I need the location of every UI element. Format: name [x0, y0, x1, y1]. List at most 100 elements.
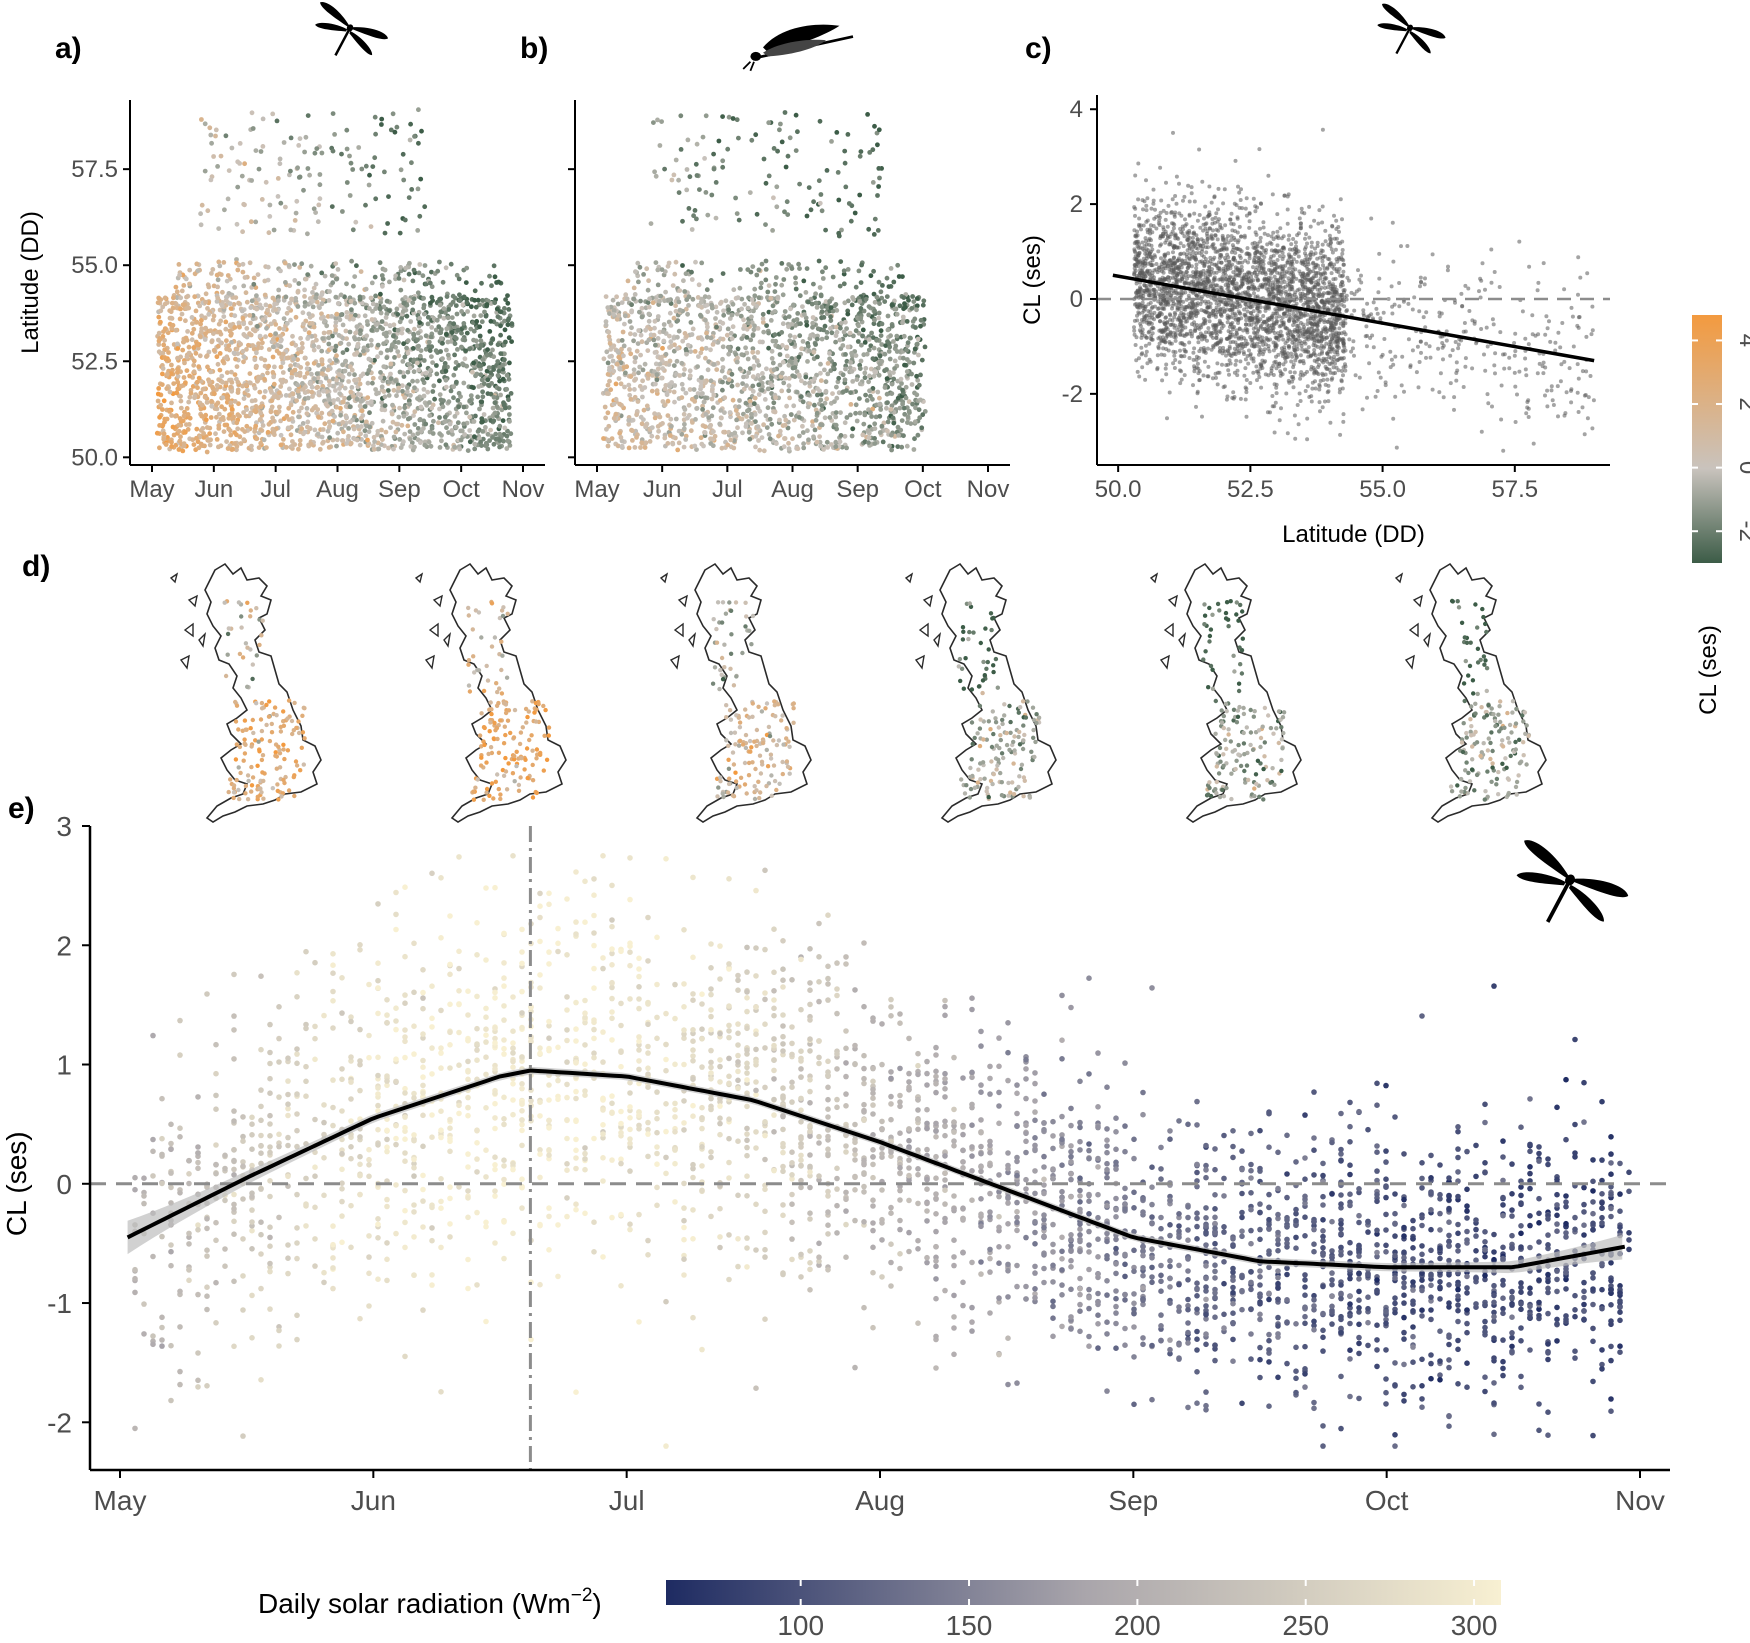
data-point — [698, 435, 704, 441]
data-point — [192, 294, 198, 300]
data-point — [764, 323, 769, 328]
data-point — [651, 337, 657, 343]
data-point — [359, 424, 364, 429]
data-point — [804, 266, 810, 271]
data-point — [1369, 216, 1374, 221]
data-point — [619, 443, 625, 449]
data-point — [261, 437, 267, 443]
data-point — [841, 329, 847, 335]
data-point — [845, 132, 851, 137]
data-point — [796, 261, 801, 267]
data-point — [455, 347, 460, 352]
data-point — [502, 327, 508, 333]
data-point — [378, 350, 384, 356]
data-point — [768, 375, 774, 381]
data-point — [889, 323, 895, 329]
data-point — [870, 180, 876, 185]
data-point — [661, 338, 667, 344]
data-point — [327, 423, 333, 429]
data-point — [626, 445, 632, 451]
data-point — [1412, 295, 1417, 300]
data-point — [739, 336, 745, 342]
data-point — [773, 395, 778, 401]
data-point — [283, 393, 289, 398]
data-point — [178, 295, 184, 301]
data-point — [288, 168, 293, 174]
data-point — [472, 434, 477, 440]
panel-a-letter: a) — [55, 32, 82, 65]
data-point — [189, 315, 195, 320]
data-point — [720, 320, 726, 326]
data-point — [762, 397, 768, 402]
data-point — [441, 306, 447, 311]
data-point — [834, 384, 839, 390]
data-point — [919, 357, 925, 363]
data-point — [679, 395, 685, 400]
data-point — [857, 366, 863, 371]
data-point — [227, 412, 232, 418]
data-point — [242, 202, 247, 208]
data-point — [702, 156, 707, 161]
data-point — [448, 388, 454, 394]
data-point — [416, 140, 421, 146]
data-point — [685, 311, 690, 317]
data-point — [644, 266, 650, 272]
data-point — [382, 267, 388, 273]
data-point — [412, 422, 418, 427]
data-point — [434, 317, 440, 323]
data-point — [710, 443, 716, 449]
data-point — [464, 363, 470, 369]
data-point — [676, 428, 682, 434]
data-point — [780, 292, 786, 298]
data-point — [703, 317, 708, 323]
data-point — [853, 284, 859, 290]
data-point — [770, 338, 776, 344]
data-point — [457, 446, 463, 452]
data-point — [194, 379, 200, 385]
data-point — [235, 159, 241, 165]
data-point — [605, 410, 611, 416]
data-point — [421, 311, 427, 317]
x-tick-label: Jun — [643, 476, 682, 503]
data-point — [735, 295, 741, 300]
data-point — [913, 325, 918, 330]
data-point — [229, 380, 235, 385]
data-point — [776, 344, 782, 350]
data-point — [867, 150, 873, 155]
data-point — [458, 437, 464, 443]
data-point — [443, 384, 449, 390]
data-point — [818, 397, 824, 403]
data-point — [208, 132, 214, 138]
data-point — [872, 123, 877, 129]
data-point — [421, 393, 427, 399]
data-point — [709, 192, 715, 198]
data-point — [255, 323, 260, 329]
data-point — [613, 381, 619, 387]
data-point — [326, 335, 332, 341]
data-point — [405, 423, 411, 429]
data-point — [220, 395, 226, 400]
data-point — [394, 306, 400, 312]
data-point — [302, 355, 308, 361]
data-point — [879, 423, 885, 429]
data-point — [207, 125, 213, 131]
data-point — [333, 327, 339, 333]
data-point — [272, 364, 277, 370]
data-point — [1512, 370, 1517, 375]
data-point — [698, 383, 704, 389]
data-point — [334, 437, 340, 443]
data-point — [289, 375, 295, 380]
data-point — [273, 322, 279, 327]
panel-c-letter: c) — [1025, 32, 1052, 65]
data-point — [766, 120, 772, 126]
data-point — [418, 404, 424, 410]
data-point — [277, 156, 283, 162]
data-point — [786, 446, 792, 452]
data-point — [899, 418, 905, 423]
data-point — [275, 176, 281, 181]
data-point — [231, 350, 237, 356]
data-point — [182, 360, 187, 366]
data-point — [651, 120, 656, 125]
data-point — [763, 222, 768, 228]
data-point — [872, 216, 878, 222]
